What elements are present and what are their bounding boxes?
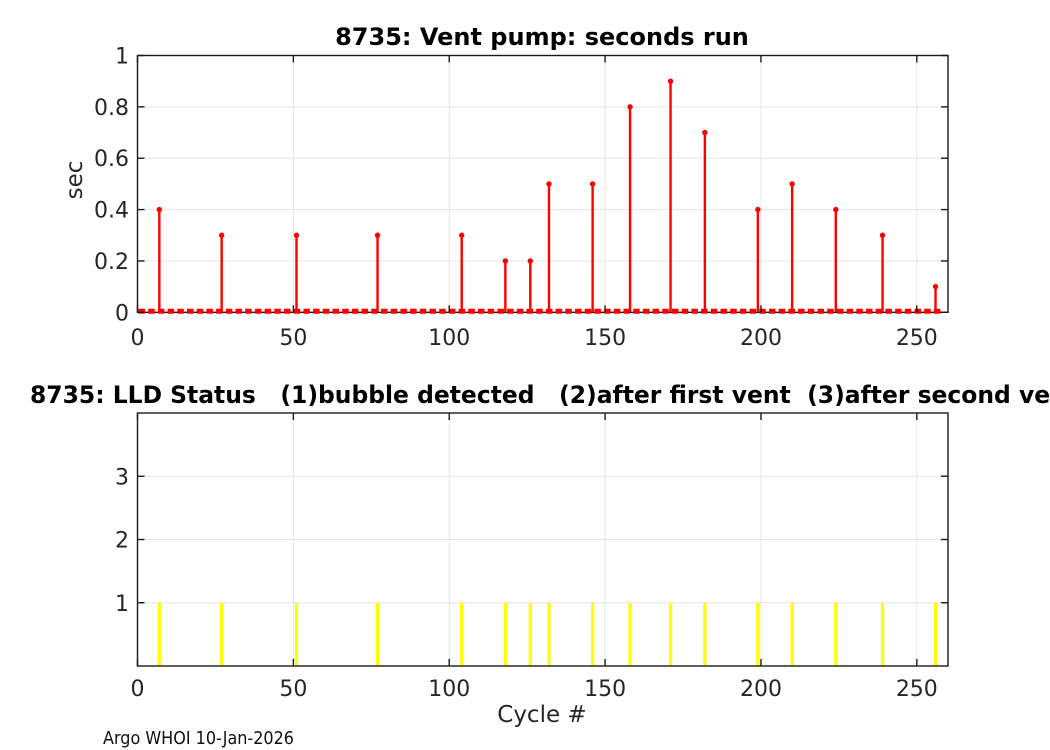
top-plot-title: 8735: Vent pump: seconds run (335, 23, 749, 51)
stem-marker (589, 181, 596, 187)
top-plot-x-tick-label: 0 (131, 326, 145, 351)
top-plot-y-tick-label: 0.6 (94, 147, 129, 172)
bottom-plot-y-tick-label: 3 (115, 465, 129, 490)
stem-marker (789, 181, 795, 187)
top-plot-y-tick-label: 0 (115, 301, 129, 326)
bottom-plot-title: 8735: LLD Status (1)bubble detected (2)a… (30, 381, 1050, 409)
bottom-plot-x-tick-label: 50 (279, 677, 307, 702)
bottom-plot-x-tick-label: 250 (896, 677, 938, 702)
top-plot-y-tick-label: 0.8 (94, 96, 129, 121)
top-plot-x-tick-label: 100 (428, 326, 470, 351)
stem-marker (702, 129, 708, 136)
top-plot-y-tick-label: 1 (115, 45, 129, 70)
stem-marker (932, 283, 939, 290)
top-plot-y-tick-label: 0.4 (94, 199, 129, 224)
stem-marker (546, 181, 552, 187)
stem-marker (527, 258, 533, 264)
bottom-plot-x-tick-label: 100 (428, 677, 470, 702)
footer-note: Argo WHOI 10-Jan-2026 (103, 728, 294, 749)
x-axis-label: Cycle # (497, 702, 586, 728)
stem-marker (374, 232, 381, 238)
bottom-plot-x-tick-label: 150 (584, 677, 626, 702)
bottom-plot-y-tick-label: 1 (115, 592, 129, 617)
top-plot-x-tick-label: 150 (584, 326, 626, 351)
top-plot-y-axis-label: sec (62, 161, 88, 200)
stem-marker (833, 206, 839, 213)
stem-marker (667, 78, 674, 84)
stem-marker (293, 232, 300, 238)
stem-marker (755, 206, 761, 213)
top-plot-x-tick-label: 50 (279, 326, 307, 351)
bottom-plot-x-tick-label: 0 (131, 677, 145, 702)
stem-marker (879, 232, 886, 238)
top-plot-x-tick-label: 250 (896, 326, 938, 351)
top-plot-x-tick-label: 200 (740, 326, 782, 351)
stem-marker (627, 104, 633, 110)
bottom-plot-x-tick-label: 200 (740, 677, 782, 702)
stem-marker (156, 206, 163, 213)
stem-marker (459, 232, 465, 238)
bottom-plot-y-tick-label: 2 (115, 529, 129, 554)
stem-marker (218, 232, 225, 238)
top-plot-y-tick-label: 0.2 (94, 250, 129, 275)
top-plot-border (136, 54, 949, 313)
chart-graphics: 0 0.2 0.4 0.6 0.8 1 0 50 100 150 200 250 1 2 3 0 50 100 15… (94, 45, 949, 702)
stem-marker (502, 258, 509, 264)
